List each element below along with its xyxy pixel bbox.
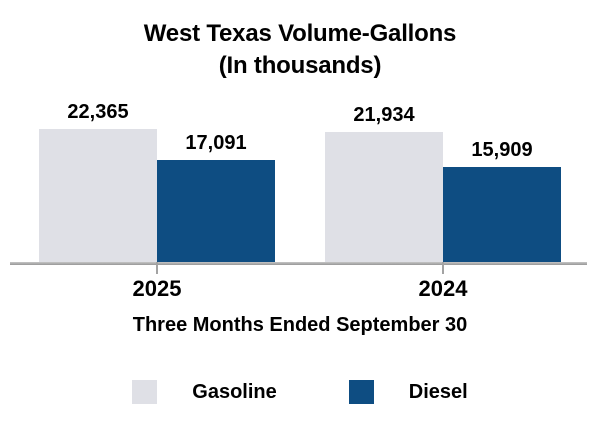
chart-title: West Texas Volume-Gallons — [143, 20, 457, 47]
x-axis-title: Three Months Ended September 30 — [132, 314, 468, 336]
bar-diesel-2025 — [157, 160, 275, 262]
value-label-diesel-2025: 17,091 — [185, 132, 247, 154]
x-axis-tick-2025 — [156, 262, 158, 274]
gasoline-swatch-icon — [132, 380, 158, 404]
bar-column-gasoline-2024: 21,934 — [325, 104, 443, 262]
value-label-gasoline-2025: 22,365 — [67, 101, 129, 123]
diesel-swatch-icon — [348, 380, 374, 404]
bar-gasoline-2025 — [39, 129, 157, 262]
chart-title-block: West Texas Volume-Gallons (In thousands) — [0, 18, 600, 82]
legend-label-gasoline: Gasoline — [192, 381, 277, 403]
bar-column-gasoline-2025: 22,365 — [39, 101, 157, 262]
legend-item-gasoline: Gasoline — [132, 380, 277, 404]
legend-item-diesel: Diesel — [348, 380, 468, 404]
bar-column-diesel-2024: 15,909 — [443, 139, 561, 262]
legend: Gasoline Diesel — [0, 380, 600, 404]
bar-diesel-2024 — [443, 167, 561, 262]
x-axis-category-2025: 2025 — [132, 276, 182, 301]
legend-label-diesel: Diesel — [408, 381, 468, 403]
x-axis-category-2024: 2024 — [418, 276, 468, 301]
bar-gasoline-2024 — [325, 132, 443, 262]
x-axis-line — [10, 262, 587, 265]
value-label-diesel-2024: 15,909 — [471, 139, 533, 161]
bar-column-diesel-2025: 17,091 — [157, 132, 275, 262]
value-label-gasoline-2024: 21,934 — [353, 104, 415, 126]
x-axis-tick-2024 — [442, 262, 444, 274]
chart-subtitle: (In thousands) — [218, 52, 382, 79]
